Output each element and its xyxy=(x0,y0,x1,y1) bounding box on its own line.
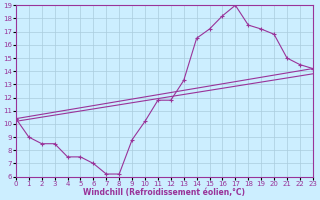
X-axis label: Windchill (Refroidissement éolien,°C): Windchill (Refroidissement éolien,°C) xyxy=(84,188,245,197)
